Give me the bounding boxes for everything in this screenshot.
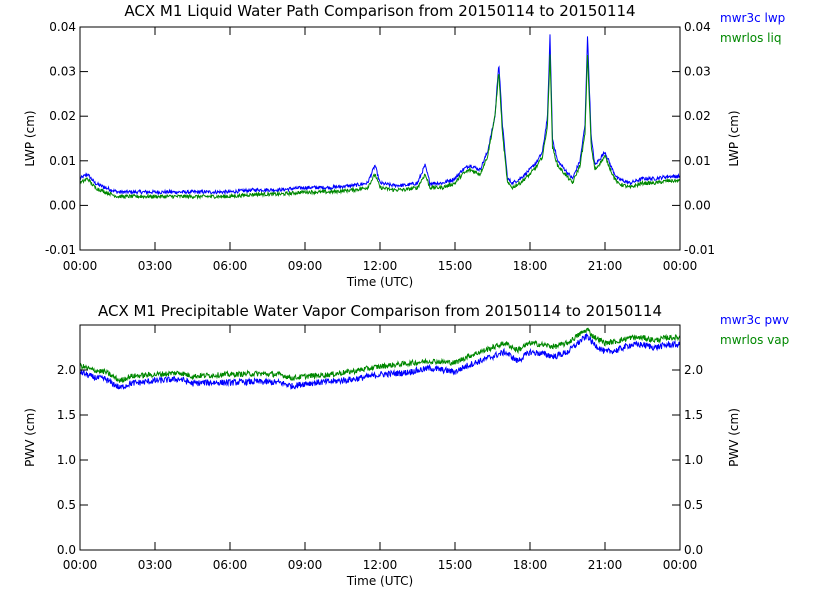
y-tick-label-right: 1.5 <box>684 408 703 422</box>
x-tick-label: 15:00 <box>438 558 473 572</box>
y-tick-label-right: 1.0 <box>684 453 703 467</box>
x-tick-label: 06:00 <box>213 558 248 572</box>
x-tick-label: 21:00 <box>588 259 623 273</box>
pwv-panel: 00:00 03:00 06:00 09:00 12:00 15:00 18:00 21:00… <box>23 302 789 588</box>
y-tick-label: 0.01 <box>49 154 76 168</box>
series-line-mwr3c-lwp <box>79 34 681 196</box>
chart-title: ACX M1 Liquid Water Path Comparison from… <box>124 2 635 20</box>
y-tick-label: 1.0 <box>57 453 76 467</box>
y-tick-label: 2.0 <box>57 363 76 377</box>
x-tick-label: 03:00 <box>138 259 173 273</box>
y-axis-label: PWV (cm) <box>23 408 37 467</box>
x-tick-label: 15:00 <box>438 259 473 273</box>
x-tick-label: 00:00 <box>63 259 98 273</box>
series-line-mwrlos-vap <box>79 327 681 384</box>
plot-frame <box>79 26 681 251</box>
x-tick-label: 18:00 <box>513 558 548 572</box>
y-tick-label: 0.03 <box>49 65 76 79</box>
y-tick-label-right: 0.5 <box>684 498 703 512</box>
lwp-panel: 00:00 03:00 06:00 09:00 12:00 15:00 18:00 21:00… <box>23 2 785 289</box>
x-tick-label: 00:00 <box>63 558 98 572</box>
x-tick-label: 12:00 <box>363 558 398 572</box>
y-axis-label-right: LWP (cm) <box>727 110 741 166</box>
plot-frame <box>79 324 681 551</box>
x-axis-label: Time (UTC) <box>346 275 413 289</box>
y-tick-label-right: -0.01 <box>684 243 715 257</box>
y-tick-label-right: 0.0 <box>684 543 703 557</box>
legend-entry: mwrlos vap <box>720 333 789 347</box>
series-line-mwrlos-liq <box>79 54 681 200</box>
x-tick-label: 00:00 <box>663 558 698 572</box>
x-tick-label: 00:00 <box>663 259 698 273</box>
y-tick-label-right: 2.0 <box>684 363 703 377</box>
y-tick-label-right: 0.01 <box>684 154 711 168</box>
x-tick-label: 06:00 <box>213 259 248 273</box>
y-axis-label-right: PWV (cm) <box>727 408 741 467</box>
x-tick-label: 12:00 <box>363 259 398 273</box>
x-tick-label: 21:00 <box>588 558 623 572</box>
y-tick-label: 0.0 <box>57 543 76 557</box>
x-tick-label: 09:00 <box>288 558 323 572</box>
y-tick-label: -0.01 <box>45 243 76 257</box>
chart-title: ACX M1 Precipitable Water Vapor Comparis… <box>98 302 662 320</box>
y-tick-label-right: 0.03 <box>684 65 711 79</box>
y-tick-label: 0.5 <box>57 498 76 512</box>
legend-entry: mwr3c pwv <box>720 313 789 327</box>
x-tick-label: 03:00 <box>138 558 173 572</box>
x-axis-label: Time (UTC) <box>346 574 413 588</box>
y-axis-label: LWP (cm) <box>23 110 37 166</box>
y-tick-label-right: 0.00 <box>684 198 711 212</box>
series-line-mwr3c-pwv <box>79 333 681 390</box>
y-tick-label: 0.04 <box>49 20 76 34</box>
x-tick-label: 18:00 <box>513 259 548 273</box>
y-tick-label: 0.02 <box>49 109 76 123</box>
y-tick-label: 1.5 <box>57 408 76 422</box>
legend-entry: mwr3c lwp <box>720 11 785 25</box>
x-tick-label: 09:00 <box>288 259 323 273</box>
y-tick-label: 0.00 <box>49 198 76 212</box>
legend-entry: mwrlos liq <box>720 31 781 45</box>
y-tick-label-right: 0.02 <box>684 109 711 123</box>
y-tick-label-right: 0.04 <box>684 20 711 34</box>
